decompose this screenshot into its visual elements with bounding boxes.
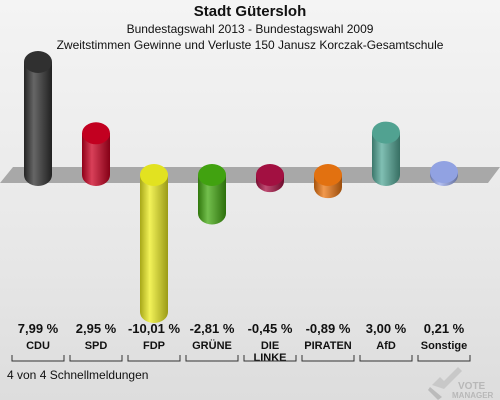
value-label: -0,45 %	[248, 321, 293, 336]
bar-spd	[82, 122, 110, 186]
logo-text: VOTE	[458, 381, 486, 392]
value-label: -10,01 %	[128, 321, 180, 336]
chart-subtitle: Bundestagswahl 2013 - Bundestagswahl 200…	[126, 22, 374, 36]
vote-manager-logo: VOTE MANAGER	[428, 367, 494, 400]
bar-gr-ne	[198, 164, 226, 225]
category-label: AfD	[376, 340, 396, 352]
bar-body	[140, 175, 168, 312]
category-label: GRÜNE	[192, 339, 232, 352]
baseline-plane	[0, 167, 500, 183]
category-bracket	[185, 355, 239, 362]
value-label: 3,00 %	[366, 321, 407, 336]
bar-afd	[372, 121, 400, 186]
bar-sonstige	[430, 161, 458, 186]
category-label: FDP	[143, 340, 165, 352]
category-bracket	[11, 355, 65, 362]
category-label: Sonstige	[421, 340, 467, 352]
bar-fdp	[140, 164, 168, 323]
category-bracket	[127, 355, 181, 362]
logo-subtext: MANAGER	[452, 391, 494, 400]
category-bracket	[359, 355, 413, 362]
footer-note: 4 von 4 Schnellmeldungen	[7, 368, 149, 382]
value-label: 7,99 %	[18, 321, 59, 336]
category-bracket	[301, 355, 355, 362]
value-label: 2,95 %	[76, 321, 117, 336]
category-label: PIRATEN	[304, 340, 352, 352]
category-label: CDU	[26, 340, 50, 352]
value-label: -0,89 %	[306, 321, 351, 336]
chart-title: Stadt Gütersloh	[193, 3, 307, 20]
value-label: 0,21 %	[424, 321, 465, 336]
bar-piraten	[314, 164, 342, 199]
category-label: SPD	[85, 340, 108, 352]
category-bracket	[417, 355, 471, 362]
bar-body	[24, 62, 52, 175]
chart-description: Zweitstimmen Gewinne und Verluste 150 Ja…	[56, 38, 444, 52]
checkmark-icon	[428, 367, 462, 400]
bar-cdu	[24, 51, 52, 186]
bar-die-linke	[256, 164, 284, 193]
category-bracket	[243, 355, 297, 362]
category-bracket	[69, 355, 123, 362]
category-label: DIE	[261, 340, 279, 352]
category-label: LINKE	[254, 352, 287, 364]
value-label: -2,81 %	[190, 321, 235, 336]
